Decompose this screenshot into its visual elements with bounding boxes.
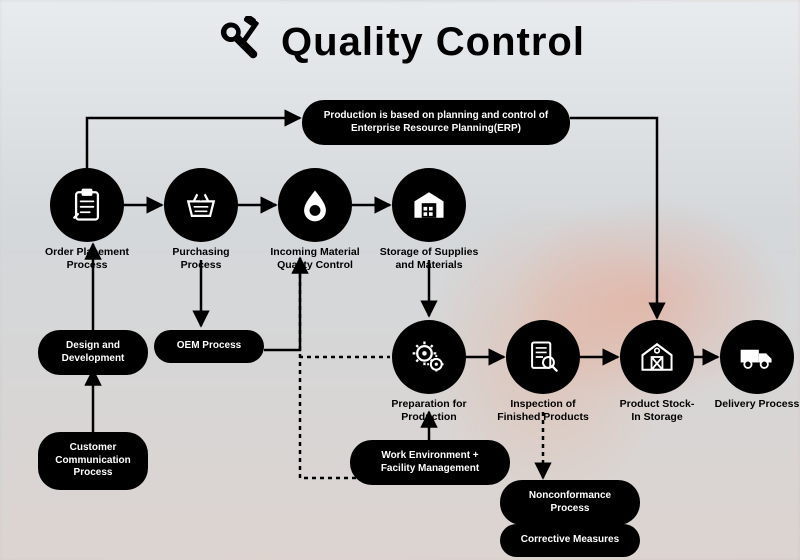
node-inspect-label: Inspection ofFinished Products — [488, 398, 598, 423]
arrow-order_t-erp_l — [87, 118, 300, 168]
node-storage-label: Storage of Suppliesand Materials — [374, 246, 484, 271]
pill-erp: Production is based on planning and cont… — [302, 100, 570, 145]
node-delivery — [720, 320, 794, 394]
node-purchasing-label: PurchasingProcess — [146, 246, 256, 271]
node-incoming — [278, 168, 352, 242]
arrow-erp_r-stockin_t — [570, 118, 657, 318]
node-order-label: Order PlacementProcess — [32, 246, 142, 271]
flow-diagram: Order PlacementProcessPurchasingProcessI… — [0, 0, 800, 560]
node-inspect — [506, 320, 580, 394]
node-prep-label: Preparation forProduction — [374, 398, 484, 423]
pill-nonconf: NonconformanceProcess — [500, 480, 640, 525]
node-stockin-label: Product Stock-In Storage — [602, 398, 712, 423]
pill-correct: Corrective Measures — [500, 524, 640, 557]
node-delivery-label: Delivery Process — [702, 398, 800, 411]
arrow-oem-incoming_b — [264, 258, 300, 350]
node-incoming-label: Incoming MaterialQuality Control — [260, 246, 370, 271]
page-header: Quality Control — [0, 16, 800, 73]
tools-icon — [215, 16, 267, 68]
node-prep — [392, 320, 466, 394]
pill-workenv: Work Environment +Facility Management — [350, 440, 510, 485]
pill-design: Design andDevelopment — [38, 330, 148, 375]
node-storage — [392, 168, 466, 242]
node-stockin — [620, 320, 694, 394]
node-order — [50, 168, 124, 242]
pill-oem: OEM Process — [154, 330, 264, 363]
pill-custcomm: CustomerCommunicationProcess — [38, 432, 148, 490]
page-title: Quality Control — [281, 20, 585, 65]
node-purchasing — [164, 168, 238, 242]
